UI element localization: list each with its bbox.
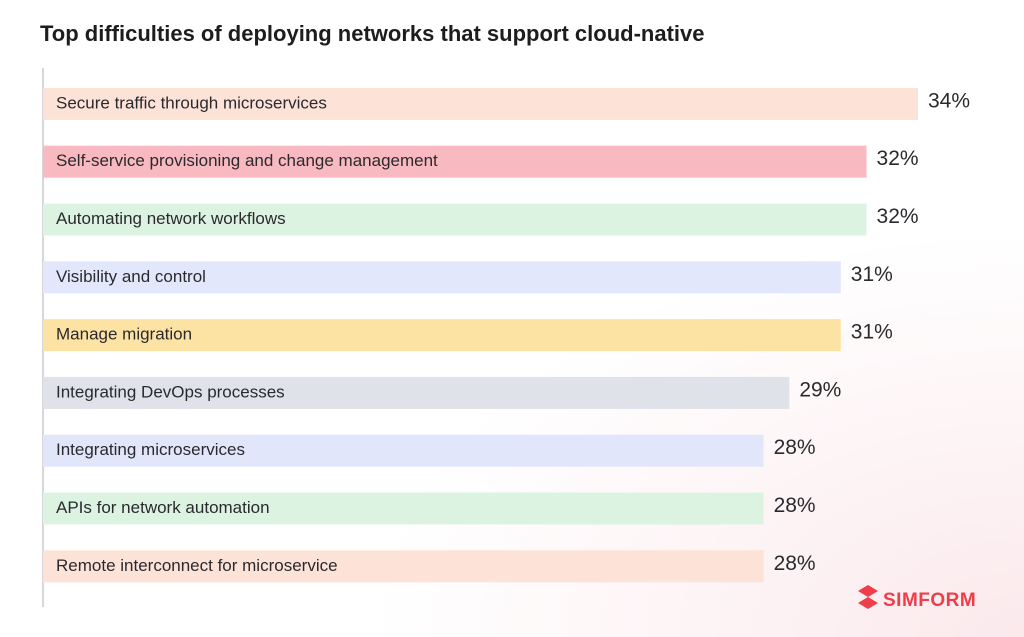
category-label: Secure traffic through microservices <box>56 93 327 112</box>
category-label: Integrating DevOps processes <box>56 382 285 401</box>
value-label: 32% <box>877 205 919 228</box>
value-label: 28% <box>774 436 816 459</box>
value-label: 29% <box>799 378 841 401</box>
bar <box>43 87 918 120</box>
category-label: APIs for network automation <box>56 498 270 517</box>
value-label: 34% <box>928 89 970 112</box>
bar <box>43 492 764 525</box>
bar <box>43 319 841 352</box>
bar <box>43 434 764 467</box>
logo-text: SIMFORM <box>883 590 976 611</box>
category-label: Visibility and control <box>56 267 206 286</box>
value-label: 28% <box>774 494 816 517</box>
value-label: 28% <box>774 552 816 575</box>
value-label: 31% <box>851 263 893 286</box>
bar <box>43 550 764 583</box>
category-label: Self-service provisioning and change man… <box>56 151 438 170</box>
category-label: Integrating microservices <box>56 440 245 459</box>
chart-title: Top difficulties of deploying networks t… <box>40 21 705 46</box>
bar <box>43 203 867 236</box>
category-label: Automating network workflows <box>56 209 286 228</box>
bar <box>43 145 867 178</box>
category-label: Manage migration <box>56 325 192 344</box>
bar <box>43 261 841 294</box>
bar <box>43 376 790 409</box>
value-label: 32% <box>877 147 919 170</box>
logo-icon <box>858 585 878 609</box>
value-label: 31% <box>851 321 893 344</box>
category-label: Remote interconnect for microservice <box>56 556 338 575</box>
logo: SIMFORM <box>858 585 976 611</box>
